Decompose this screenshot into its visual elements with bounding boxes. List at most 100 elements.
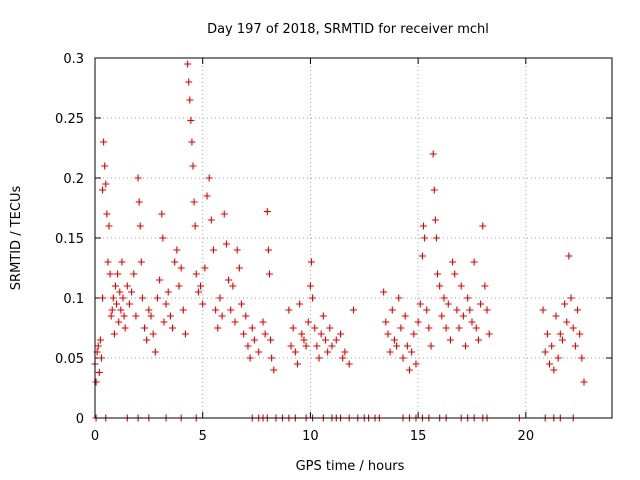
data-point [218,312,226,320]
data-point [384,330,392,338]
data-point [430,186,438,194]
data-point [423,306,431,314]
data-point [99,186,107,194]
data-point [576,330,584,338]
data-point [420,222,428,230]
chart-title: Day 197 of 2018, SRMTID for receiver mch… [207,22,489,37]
data-point [264,246,272,254]
data-point [194,288,202,296]
data-point [414,318,422,326]
data-point [466,306,474,314]
data-point [464,294,472,302]
data-point [99,294,107,302]
data-point [470,258,478,266]
x-axis-label: GPS time / hours [296,459,405,474]
data-point [113,300,121,308]
data-point [477,300,485,308]
data-point [123,282,131,290]
data-point [462,342,470,350]
data-point [209,246,217,254]
data-point [136,222,144,230]
y-tick-label: 0.05 [55,352,84,367]
data-point [550,366,558,374]
data-point [199,300,207,308]
data-point [474,336,482,344]
data-point [285,306,293,314]
data-point [418,252,426,260]
data-point [212,306,220,314]
data-point [563,318,571,326]
data-point [255,348,263,356]
data-point [214,324,222,332]
data-point [268,354,276,362]
data-point [119,294,127,302]
data-point [229,282,237,290]
data-point [449,258,457,266]
data-point [397,324,405,332]
data-point [561,300,569,308]
data-point [160,318,168,326]
data-point [184,60,192,68]
data-point [240,330,248,338]
data-point [291,348,299,356]
data-point [565,252,573,260]
data-point [134,174,142,182]
data-point [95,368,103,376]
data-point [539,306,547,314]
y-tick-label: 0 [76,412,84,427]
data-point [114,270,122,278]
data-point [97,354,105,362]
data-point [115,318,123,326]
data-point [451,270,459,278]
data-point [429,150,437,158]
data-point [483,306,491,314]
data-point [166,312,174,320]
data-point [222,240,230,248]
data-point [103,210,111,218]
data-point [250,336,258,344]
data-point [156,276,164,284]
data-point [171,258,179,266]
data-point [130,270,138,278]
data-point [421,234,429,242]
data-point [432,234,440,242]
data-point [159,234,167,242]
data-point [135,198,143,206]
data-point [132,312,140,320]
data-point [261,330,269,338]
data-point [293,360,301,368]
data-point [395,294,403,302]
data-point [386,348,394,356]
data-point [216,294,224,302]
data-point [201,264,209,272]
data-point [96,336,104,344]
data-point [138,294,146,302]
data-point [173,246,181,254]
data-point [108,306,116,314]
data-point [554,354,562,362]
data-point [574,306,582,314]
data-point [412,360,420,368]
data-point [556,330,564,338]
data-point [110,330,118,338]
data-point [181,330,189,338]
data-point [270,366,278,374]
data-point [416,300,424,308]
data-point [339,354,347,362]
data-point [558,336,566,344]
data-point [425,324,433,332]
data-point [481,282,489,290]
data-point [92,378,100,386]
data-point [246,354,254,362]
data-point [571,342,579,350]
data-point [345,360,353,368]
data-point [263,208,271,216]
data-point [444,300,452,308]
data-point [121,324,129,332]
data-point [326,324,334,332]
data-point [546,360,554,368]
data-point [102,180,110,188]
data-point [287,342,295,350]
data-point [446,336,454,344]
